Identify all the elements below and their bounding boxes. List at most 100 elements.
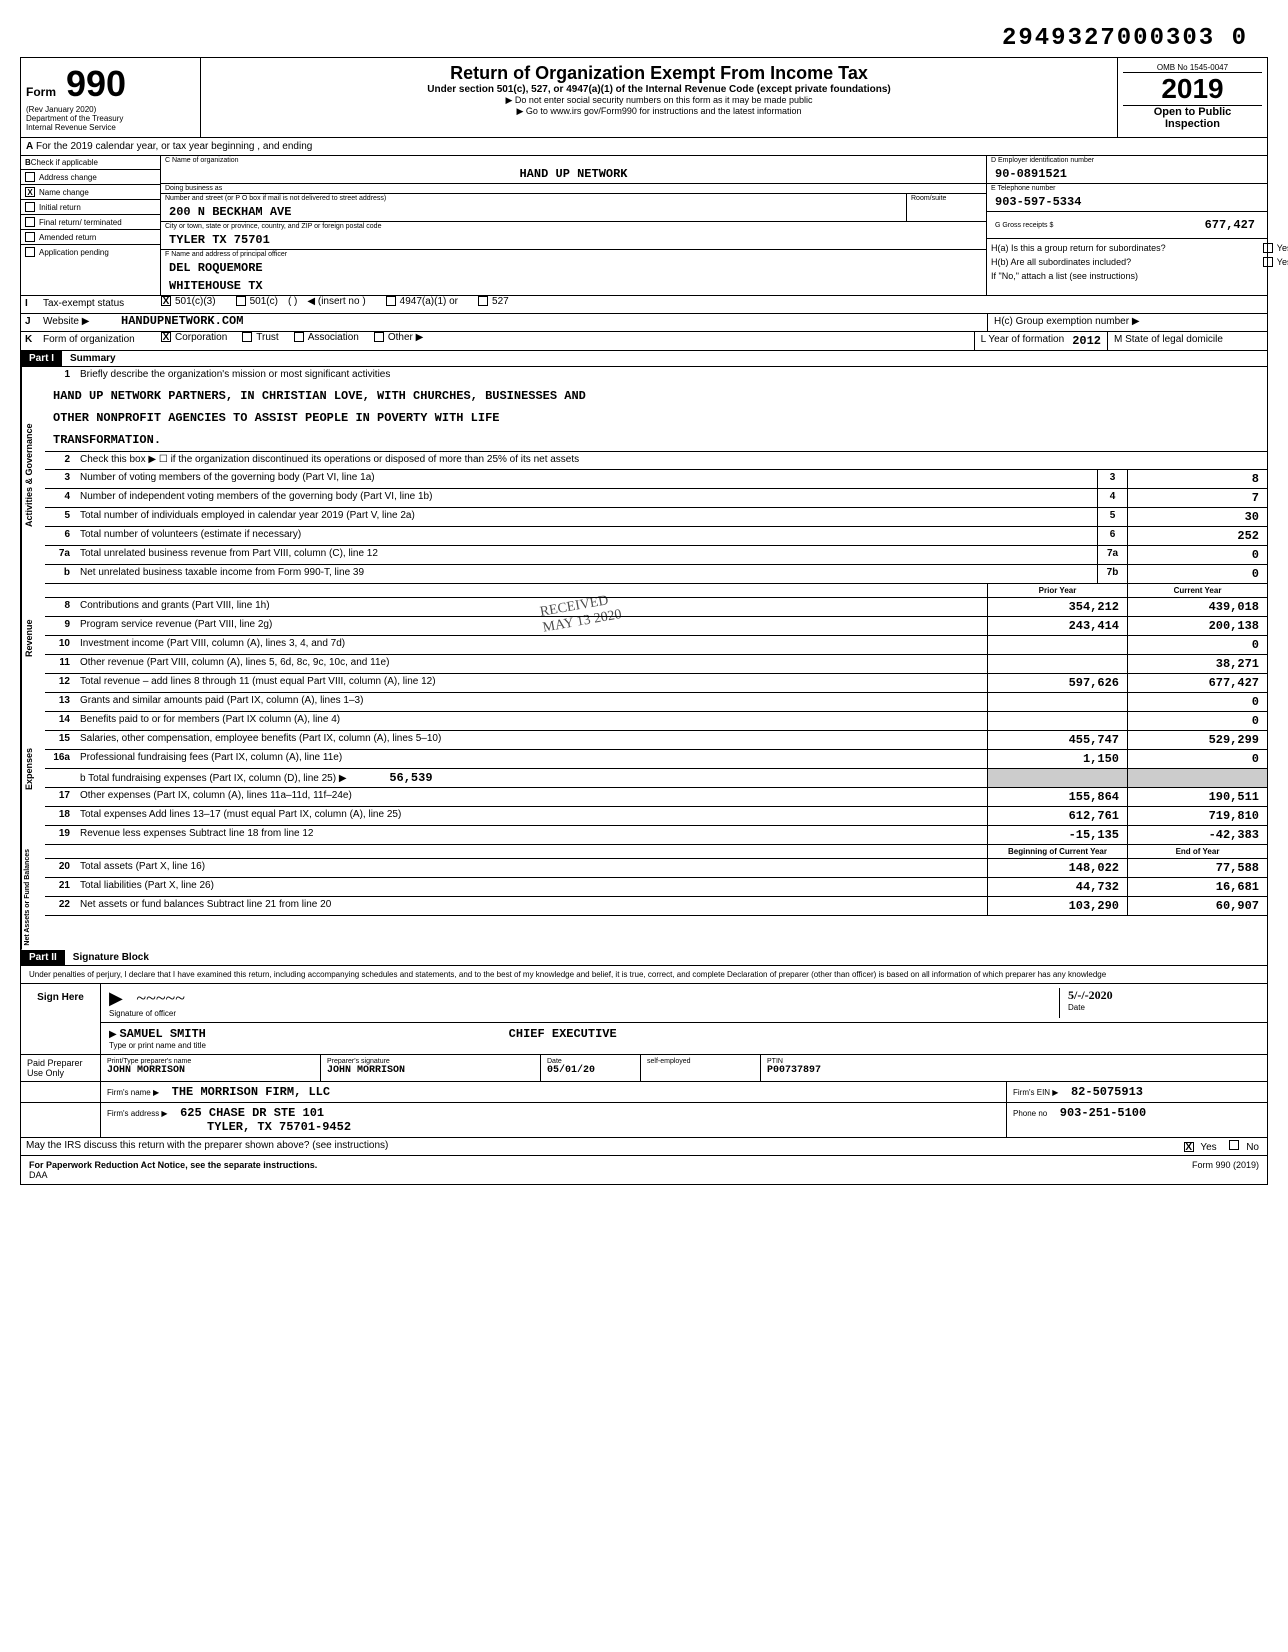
ha-label: H(a) Is this a group return for subordin…: [991, 243, 1166, 253]
preparer-date-label: Date: [547, 1058, 634, 1065]
application-label: Application pending: [39, 248, 109, 257]
line16b-prior-shaded: [987, 769, 1127, 787]
street-label: Number and street (or P O box if mail is…: [161, 194, 906, 203]
line18-curr: 719,810: [1127, 807, 1267, 825]
open-public-1: Open to Public: [1123, 106, 1262, 118]
527-checkbox[interactable]: [478, 296, 488, 306]
paid-preparer-section: Paid Preparer Use Only Print/Type prepar…: [21, 1055, 1267, 1138]
ha-yes-checkbox[interactable]: [1263, 243, 1273, 253]
part1-title: Summary: [62, 351, 124, 366]
name-change-checkbox[interactable]: X: [25, 187, 35, 197]
initial-return-label: Initial return: [39, 203, 81, 212]
line11-prior: [987, 655, 1127, 673]
line9-curr: 200,138: [1127, 617, 1267, 635]
preparer-date: 05/01/20: [547, 1065, 634, 1076]
corp-checkbox[interactable]: X: [161, 332, 171, 342]
4947-label: 4947(a)(1) or: [400, 296, 458, 313]
address-change-checkbox[interactable]: [25, 172, 35, 182]
line-a-text: For the 2019 calendar year, or tax year …: [36, 141, 312, 152]
line20-text: Total assets (Part X, line 16): [75, 859, 987, 877]
perjury-text: Under penalties of perjury, I declare th…: [21, 966, 1267, 983]
tax-year: 2019: [1123, 73, 1262, 106]
officer-city: WHITEHOUSE TX: [161, 277, 986, 295]
governance-section: Activities & Governance 1 Briefly descri…: [21, 367, 1267, 584]
preparer-name-label: Print/Type preparer's name: [107, 1058, 314, 1065]
line4-text: Number of independent voting members of …: [75, 489, 1097, 507]
date-label: Date: [1068, 1003, 1259, 1012]
firm-name-label: Firm's name ▶: [107, 1088, 159, 1097]
netassets-sidebar: Net Assets or Fund Balances: [21, 845, 45, 950]
line-j: J Website ▶ HANDUPNETWORK.COM H(c) Group…: [21, 314, 1267, 332]
501c3-checkbox[interactable]: X: [161, 296, 171, 306]
line8-prior: 354,212: [987, 598, 1127, 616]
firm-ein-label: Firm's EIN ▶: [1013, 1088, 1058, 1097]
website-label: Website ▶: [41, 314, 121, 331]
line1-label: Briefly describe the organization's miss…: [75, 367, 1267, 385]
final-return-checkbox[interactable]: [25, 217, 35, 227]
hb-note: If "No," attach a list (see instructions…: [991, 271, 1288, 281]
firm-name: THE MORRISON FIRM, LLC: [172, 1085, 330, 1099]
signature-block: Under penalties of perjury, I declare th…: [21, 966, 1267, 1055]
assoc-checkbox[interactable]: [294, 332, 304, 342]
sign-here-label: Sign Here: [21, 984, 101, 1054]
form-note-ssn: ▶ Do not enter social security numbers o…: [206, 95, 1112, 106]
org-name-value: HAND UP NETWORK: [161, 165, 986, 183]
line6-val: 252: [1127, 527, 1267, 545]
officer-title: CHIEF EXECUTIVE: [509, 1027, 617, 1041]
insert-no: ◀ (insert no ): [307, 296, 365, 313]
form-right-box: OMB No 1545-0047 2019 Open to Public Ins…: [1117, 58, 1267, 137]
4947-checkbox[interactable]: [386, 296, 396, 306]
end-year-header: End of Year: [1127, 845, 1267, 858]
line18-prior: 612,761: [987, 807, 1127, 825]
discuss-yes-checkbox[interactable]: X: [1184, 1142, 1194, 1152]
line16a-text: Professional fundraising fees (Part IX, …: [75, 750, 987, 768]
other-checkbox[interactable]: [374, 332, 384, 342]
firm-addr2: TYLER, TX 75701-9452: [207, 1120, 351, 1134]
amended-label: Amended return: [39, 233, 96, 242]
discuss-no: No: [1246, 1142, 1259, 1153]
line14-prior: [987, 712, 1127, 730]
officer-name-typed: SAMUEL SMITH: [119, 1027, 205, 1041]
discuss-no-checkbox[interactable]: [1229, 1140, 1239, 1150]
trust-checkbox[interactable]: [242, 332, 252, 342]
part2-header: Part II: [21, 950, 65, 965]
line17-prior: 155,864: [987, 788, 1127, 806]
phone-value: 903-597-5334: [987, 193, 1267, 211]
form-page: Form 990 (Rev January 2020) Department o…: [20, 57, 1268, 1185]
line5-val: 30: [1127, 508, 1267, 526]
dept-treasury: Department of the Treasury: [26, 114, 195, 123]
line16b-curr-shaded: [1127, 769, 1267, 787]
expenses-sidebar: Expenses: [21, 693, 45, 845]
street-value: 200 N BECKHAM AVE: [161, 203, 906, 221]
dba-label: Doing business as: [161, 184, 986, 193]
phone-label: E Telephone number: [987, 184, 1267, 193]
line7a-text: Total unrelated business revenue from Pa…: [75, 546, 1097, 564]
line11-text: Other revenue (Part VIII, column (A), li…: [75, 655, 987, 673]
firm-phone: 903-251-5100: [1060, 1106, 1146, 1120]
column-b: B Check if applicable Address change XNa…: [21, 156, 161, 295]
line18-text: Total expenses Add lines 13–17 (must equ…: [75, 807, 987, 825]
initial-return-checkbox[interactable]: [25, 202, 35, 212]
application-checkbox[interactable]: [25, 247, 35, 257]
room-label: Room/suite: [907, 194, 986, 203]
line7a-val: 0: [1127, 546, 1267, 564]
line3-text: Number of voting members of the governin…: [75, 470, 1097, 488]
ein-value: 90-0891521: [987, 165, 1267, 183]
page-footer: For Paperwork Reduction Act Notice, see …: [21, 1156, 1267, 1184]
netassets-section: Net Assets or Fund Balances Beginning of…: [21, 845, 1267, 950]
line22-text: Net assets or fund balances Subtract lin…: [75, 897, 987, 915]
hb-yes-checkbox[interactable]: [1263, 257, 1273, 267]
form-number: 990: [66, 63, 126, 104]
amended-checkbox[interactable]: [25, 232, 35, 242]
discuss-yes: Yes: [1200, 1142, 1216, 1153]
other-label: Other ▶: [388, 332, 423, 350]
firm-addr1: 625 CHASE DR STE 101: [180, 1106, 324, 1120]
527-label: 527: [492, 296, 509, 313]
line10-text: Investment income (Part VIII, column (A)…: [75, 636, 987, 654]
officer-name: DEL ROQUEMORE: [161, 259, 986, 277]
line-l-label: L Year of formation: [981, 334, 1065, 348]
501c-checkbox[interactable]: [236, 296, 246, 306]
line17-curr: 190,511: [1127, 788, 1267, 806]
form-revision: (Rev January 2020): [26, 105, 195, 114]
open-public-2: Inspection: [1123, 118, 1262, 130]
